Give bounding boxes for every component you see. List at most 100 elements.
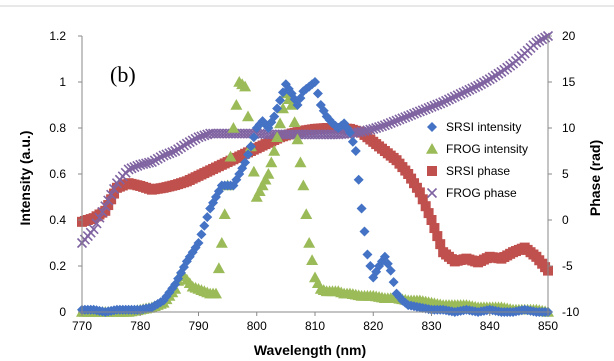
x-axis-title: Wavelength (nm) (254, 342, 366, 358)
data-point (310, 77, 320, 87)
legend-marker (427, 166, 437, 176)
data-point (227, 122, 240, 133)
data-point (455, 88, 466, 100)
y2-tick-label: 15 (562, 75, 576, 89)
data-point (242, 110, 255, 122)
data-point (534, 35, 545, 46)
data-point (435, 239, 446, 250)
data-point (103, 200, 114, 211)
data-point (123, 164, 134, 175)
data-point (420, 201, 431, 212)
y-tick-label: 0.2 (49, 259, 66, 273)
y-tick-label: 0 (59, 305, 66, 319)
legend-marker (426, 187, 438, 199)
data-point (432, 231, 443, 242)
y2-axis-title: Phase (rad) (587, 140, 603, 216)
data-point (143, 157, 155, 168)
panel-label: (b) (110, 62, 136, 87)
data-point (368, 123, 379, 134)
y-tick-label: 0.6 (49, 167, 66, 181)
data-point (391, 115, 402, 126)
data-point (478, 77, 489, 88)
data-point (218, 208, 231, 220)
y2-tick-label: 5 (562, 167, 569, 181)
data-point (353, 174, 364, 185)
data-point (429, 100, 440, 111)
legend-marker (427, 122, 437, 132)
data-point (423, 102, 434, 114)
data-point (303, 237, 316, 248)
x-tick-label: 820 (363, 319, 383, 333)
data-point (297, 179, 310, 191)
data-point (288, 116, 301, 128)
data-point (265, 156, 278, 168)
data-point (464, 84, 475, 95)
data-point (103, 195, 114, 206)
data-point (411, 107, 423, 118)
data-point (181, 138, 192, 149)
data-point (356, 203, 367, 214)
data-point (196, 131, 207, 142)
legend: SRSI intensity FROG intensity SRSI phase FR… (426, 120, 528, 200)
data-point (414, 187, 425, 198)
data-point (215, 237, 228, 248)
x-tick-label: 850 (538, 319, 558, 333)
data-point (449, 91, 460, 102)
data-point (452, 90, 463, 101)
data-point (475, 79, 487, 90)
data-point (269, 111, 280, 122)
data-point (275, 95, 286, 106)
legend-label: FROG phase (446, 186, 517, 200)
data-point (141, 158, 152, 169)
data-point (126, 163, 137, 174)
data-point (212, 262, 225, 274)
data-point (362, 249, 373, 260)
data-point (429, 223, 440, 234)
data-point (438, 97, 449, 108)
data-point (440, 95, 452, 106)
data-point (426, 101, 437, 112)
data-point (88, 224, 99, 235)
x-tick-label: 770 (72, 319, 92, 333)
data-point (403, 110, 414, 122)
data-point (359, 125, 370, 137)
data-point (253, 185, 266, 197)
x-tick-label: 790 (188, 319, 208, 333)
data-point (382, 119, 393, 130)
data-point (435, 98, 446, 109)
data-point (470, 81, 481, 93)
data-point (100, 201, 111, 212)
data-point (193, 132, 204, 143)
data-point (268, 145, 281, 156)
data-point (243, 149, 254, 160)
data-point (184, 136, 195, 148)
y-tick-label: 1 (59, 75, 66, 89)
data-point (262, 168, 275, 179)
data-point (408, 108, 420, 119)
data-point (388, 277, 399, 288)
data-point (193, 238, 204, 248)
legend-marker (426, 143, 438, 154)
x-tick-label: 810 (305, 319, 325, 333)
data-point (388, 116, 399, 127)
x-tick-label: 840 (480, 319, 500, 333)
data-point (420, 104, 431, 115)
y-tick-label: 1.2 (49, 29, 66, 43)
data-point (202, 212, 213, 223)
data-point (129, 162, 140, 173)
data-point (158, 150, 169, 161)
data-point (344, 127, 355, 138)
data-point (300, 208, 313, 220)
x-tick-label: 780 (130, 319, 150, 333)
series-frog-phase (76, 30, 554, 249)
data-point (272, 103, 283, 114)
legend-label: FROG intensity (446, 142, 528, 156)
data-point (97, 206, 108, 218)
data-point (248, 132, 259, 143)
data-point (108, 183, 120, 195)
y2-tick-label: 20 (562, 29, 576, 43)
data-point (190, 133, 201, 144)
data-point (250, 191, 263, 202)
data-point (537, 34, 548, 45)
